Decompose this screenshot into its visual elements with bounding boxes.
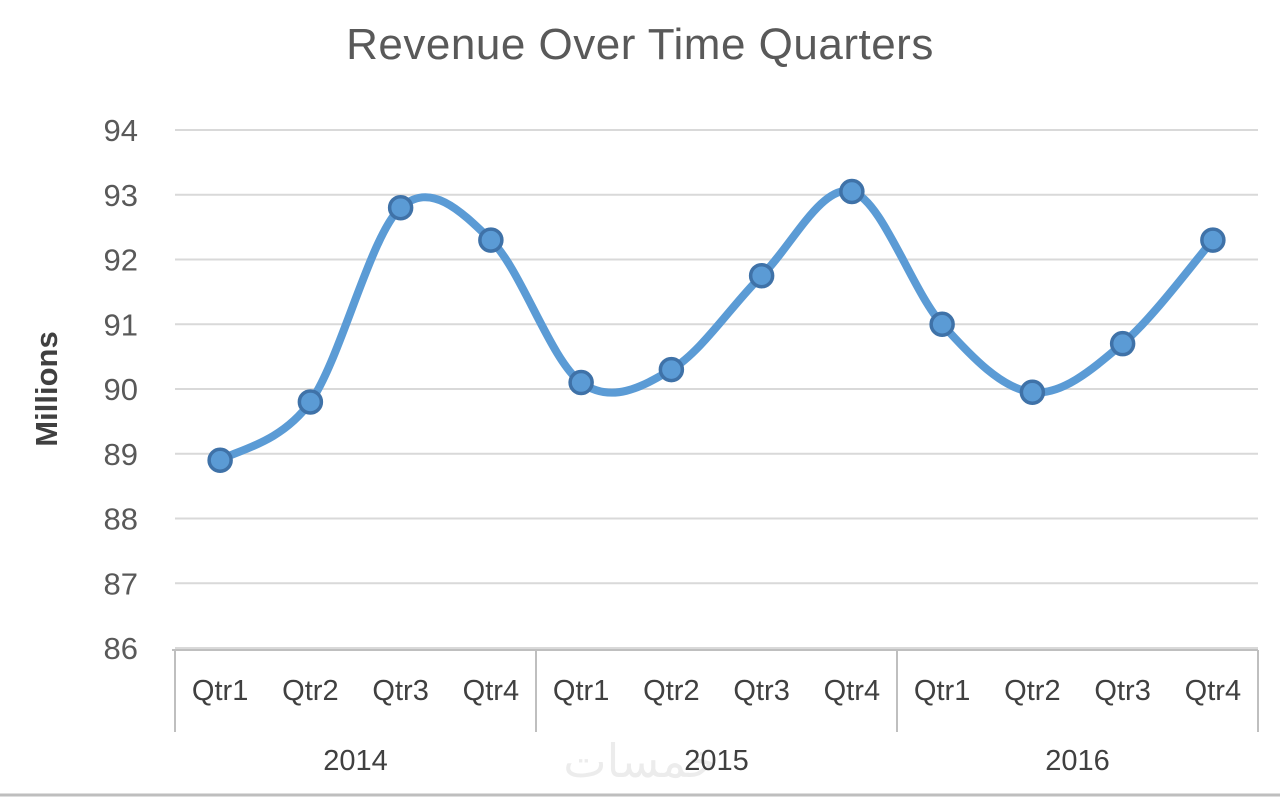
data-point-marker [207, 447, 233, 473]
data-point-marker [839, 178, 865, 205]
data-point-marker [929, 311, 955, 337]
data-point-marker [1109, 330, 1136, 357]
year-group-label: 2015 [684, 745, 749, 777]
x-category-label: Qtr2 [1004, 675, 1060, 707]
data-point-marker [568, 369, 594, 396]
x-category-label: Qtr1 [192, 675, 248, 707]
x-category-label: Qtr4 [463, 675, 519, 707]
y-tick-label: 89 [104, 437, 138, 472]
x-category-label: Qtr4 [1185, 675, 1241, 707]
data-point-marker [1019, 379, 1046, 405]
y-axis-title: Millions [29, 331, 64, 446]
y-tick-label: 88 [104, 502, 138, 537]
year-group-label: 2016 [1045, 745, 1110, 777]
chart-title: Revenue Over Time Quarters [346, 20, 934, 69]
data-point-marker [297, 389, 324, 415]
y-tick-label: 94 [104, 113, 138, 148]
revenue-line-series [216, 186, 1217, 465]
y-tick-label: 91 [104, 307, 138, 342]
x-category-label: Qtr3 [733, 675, 789, 707]
year-group-label: 2014 [323, 745, 388, 777]
y-tick-label: 90 [104, 372, 138, 407]
y-tick-label: 93 [104, 178, 138, 213]
x-category-label: Qtr1 [553, 675, 609, 707]
x-category-label: Qtr3 [372, 675, 428, 707]
x-category-label: Qtr4 [824, 675, 880, 707]
x-category-label: Qtr2 [643, 675, 699, 707]
data-point-marker [478, 227, 504, 253]
data-point-marker [748, 262, 775, 289]
x-category-label: Qtr1 [914, 675, 970, 707]
y-tick-label: 86 [104, 631, 138, 666]
y-tick-label: 92 [104, 243, 138, 278]
x-category-label: Qtr2 [282, 675, 338, 707]
data-point-marker [387, 194, 414, 221]
y-tick-label: 87 [104, 566, 138, 601]
data-point-marker [658, 356, 685, 383]
x-category-label: Qtr3 [1094, 675, 1150, 707]
data-point-marker [1200, 227, 1226, 253]
